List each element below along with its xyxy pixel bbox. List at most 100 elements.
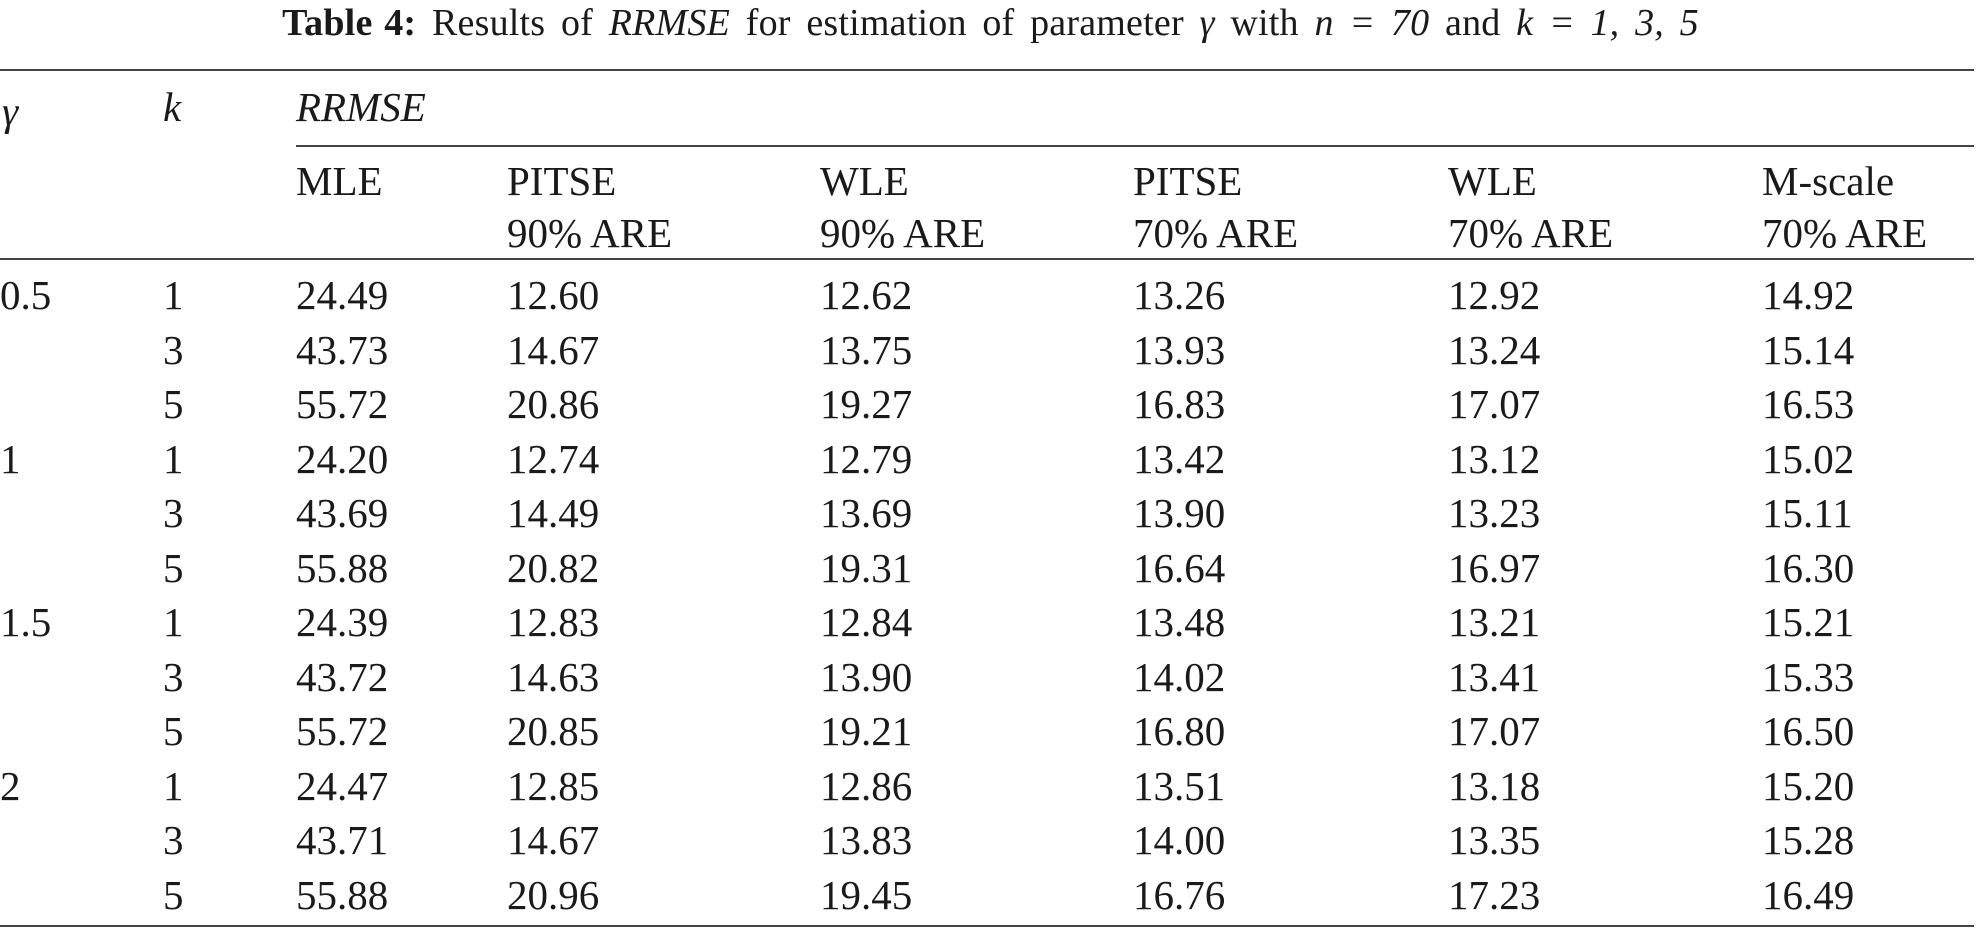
cell-value-col-1: 12.74 <box>507 435 600 482</box>
cell-value-col-1: 14.49 <box>507 490 600 536</box>
cell-value-col-3: 16.64 <box>1133 544 1226 591</box>
cell-value-col-2: 19.31 <box>820 544 913 591</box>
column-header-2-line2: 90% ARE <box>820 210 986 256</box>
cell-value-col-4: 13.35 <box>1448 817 1541 863</box>
cell-value-col-5: 15.28 <box>1762 817 1855 863</box>
cell-k: 3 <box>163 653 184 700</box>
caption-metric: RRMSE <box>608 2 731 44</box>
cell-value-col-5: 14.92 <box>1762 272 1855 318</box>
cell-value-col-4: 12.92 <box>1448 272 1541 318</box>
cell-value-col-4: 16.97 <box>1448 544 1541 591</box>
cell-k: 5 <box>163 544 184 591</box>
header-gamma: γ <box>2 88 19 134</box>
cell-value-col-1: 20.96 <box>507 871 600 918</box>
cell-k: 5 <box>163 871 184 918</box>
cell-value-col-3: 16.80 <box>1133 708 1226 754</box>
cell-value-col-4: 13.24 <box>1448 326 1541 373</box>
cell-value-col-2: 12.84 <box>820 599 913 645</box>
cell-value-col-0: 55.88 <box>296 544 389 591</box>
caption-text-and: and <box>1445 2 1501 44</box>
cell-value-col-1: 12.83 <box>507 599 600 645</box>
caption-k-expr: k = 1, 3, 5 <box>1516 2 1699 44</box>
cell-value-col-1: 14.63 <box>507 653 600 700</box>
cell-value-col-4: 13.12 <box>1448 435 1541 482</box>
caption-param-symbol: γ <box>1199 2 1215 44</box>
column-header-4-line1: WLE <box>1448 158 1537 204</box>
cell-value-col-5: 16.53 <box>1762 381 1855 427</box>
cell-value-col-3: 14.02 <box>1133 653 1226 700</box>
cell-k: 3 <box>163 326 184 373</box>
cell-value-col-2: 19.45 <box>820 871 913 918</box>
cell-value-col-2: 13.90 <box>820 653 913 700</box>
cell-gamma: 1.5 <box>0 599 52 645</box>
cell-value-col-2: 12.62 <box>820 272 913 318</box>
cell-value-col-3: 13.42 <box>1133 435 1226 482</box>
cell-value-col-1: 20.82 <box>507 544 600 591</box>
cell-value-col-5: 16.50 <box>1762 708 1855 754</box>
cell-value-col-5: 15.21 <box>1762 599 1855 645</box>
cell-value-col-2: 12.86 <box>820 762 913 809</box>
caption-label: Table 4: <box>282 2 417 44</box>
header-rule <box>0 258 1974 260</box>
column-header-4-line2: 70% ARE <box>1448 210 1614 256</box>
cell-value-col-0: 55.72 <box>296 381 389 427</box>
table-caption: Table 4: Results of RRMSE for estimation… <box>0 0 1981 66</box>
cell-value-col-2: 13.75 <box>820 326 913 373</box>
cell-value-col-3: 13.93 <box>1133 326 1226 373</box>
column-header-3-line2: 70% ARE <box>1133 210 1299 256</box>
cell-value-col-2: 12.79 <box>820 435 913 482</box>
column-header-1-line2: 90% ARE <box>507 210 673 256</box>
cell-value-col-0: 24.20 <box>296 435 389 482</box>
caption-n-expr: n = 70 <box>1314 2 1430 44</box>
cell-gamma: 1 <box>0 435 21 482</box>
top-rule <box>0 69 1974 71</box>
cell-value-col-1: 12.85 <box>507 762 600 809</box>
cell-k: 5 <box>163 708 184 754</box>
cell-value-col-3: 13.90 <box>1133 490 1226 536</box>
column-header-1-line1: PITSE <box>507 158 617 204</box>
cell-value-col-1: 14.67 <box>507 817 600 863</box>
caption-text-before: Results of <box>431 2 594 44</box>
cell-value-col-4: 13.21 <box>1448 599 1541 645</box>
cell-value-col-1: 12.60 <box>507 272 600 318</box>
caption-text-mid: for estimation of parameter <box>745 2 1184 44</box>
cell-k: 3 <box>163 490 184 536</box>
cell-value-col-1: 20.85 <box>507 708 600 754</box>
cell-value-col-0: 24.47 <box>296 762 389 809</box>
cell-value-col-4: 17.07 <box>1448 381 1541 427</box>
cell-k: 5 <box>163 381 184 427</box>
cell-value-col-0: 43.71 <box>296 817 389 863</box>
cell-value-col-0: 24.49 <box>296 272 389 318</box>
cell-gamma: 0.5 <box>0 272 52 318</box>
cell-k: 1 <box>163 435 184 482</box>
cell-value-col-3: 13.48 <box>1133 599 1226 645</box>
cell-value-col-3: 13.26 <box>1133 272 1226 318</box>
column-header-2-line1: WLE <box>820 158 909 204</box>
cell-value-col-4: 17.07 <box>1448 708 1541 754</box>
cell-value-col-5: 15.20 <box>1762 762 1855 809</box>
cell-value-col-2: 19.21 <box>820 708 913 754</box>
cell-gamma: 2 <box>0 762 21 809</box>
cell-value-col-0: 43.72 <box>296 653 389 700</box>
cell-value-col-2: 19.27 <box>820 381 913 427</box>
cell-value-col-0: 43.69 <box>296 490 389 536</box>
cell-value-col-5: 16.30 <box>1762 544 1855 591</box>
bottom-rule <box>0 925 1974 927</box>
caption-text-with: with <box>1230 2 1299 44</box>
cell-k: 1 <box>163 599 184 645</box>
cell-k: 1 <box>163 762 184 809</box>
column-header-5-line2: 70% ARE <box>1762 210 1928 256</box>
column-header-5-line1: M-scale <box>1762 158 1895 204</box>
cell-value-col-5: 15.02 <box>1762 435 1855 482</box>
cell-value-col-5: 16.49 <box>1762 871 1855 918</box>
cell-k: 3 <box>163 817 184 863</box>
cell-k: 1 <box>163 272 184 318</box>
cell-value-col-2: 13.69 <box>820 490 913 536</box>
cell-value-col-5: 15.14 <box>1762 326 1855 373</box>
column-header-0-line1: MLE <box>296 158 383 204</box>
cell-value-col-4: 17.23 <box>1448 871 1541 918</box>
cell-value-col-2: 13.83 <box>820 817 913 863</box>
column-header-3-line1: PITSE <box>1133 158 1243 204</box>
cell-value-col-0: 55.88 <box>296 871 389 918</box>
